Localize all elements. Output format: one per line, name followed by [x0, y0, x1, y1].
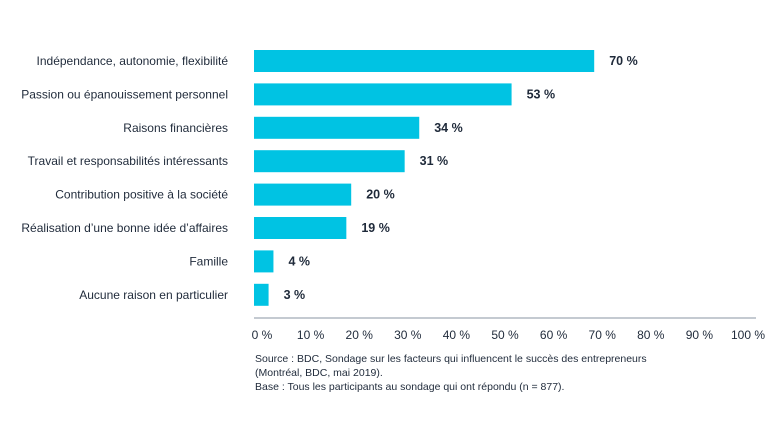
- data-label: 70 %: [609, 54, 638, 68]
- x-axis: 0 % 10 % 20 % 30 % 40 % 50 % 60 % 70 % 80 % 90 % 1…: [252, 317, 765, 342]
- base-line: Base : Tous les participants au sondage …: [255, 381, 565, 393]
- tick-label: 40 %: [443, 328, 471, 342]
- tick-label: 90 %: [686, 328, 714, 342]
- bars-layer: Indépendance, autonomie, flexibilité 70 %…: [21, 50, 638, 306]
- data-label: 19 %: [361, 221, 390, 235]
- tick-label: 30 %: [394, 328, 422, 342]
- category-label: Famille: [189, 254, 228, 268]
- tick-label: 0 %: [252, 328, 273, 342]
- data-label: 4 %: [288, 254, 310, 268]
- category-label: Contribution positive à la société: [55, 188, 228, 202]
- bar: [254, 83, 512, 106]
- tick-label: 60 %: [540, 328, 568, 342]
- category-label: Indépendance, autonomie, flexibilité: [37, 54, 229, 68]
- bar: [254, 116, 420, 139]
- bar: [254, 283, 269, 306]
- bar: [254, 150, 405, 173]
- category-label: Aucune raison en particulier: [79, 288, 228, 302]
- data-label: 20 %: [366, 188, 395, 202]
- bar: [254, 250, 274, 273]
- category-label: Raisons financières: [123, 121, 228, 135]
- bar: [254, 217, 347, 239]
- tick-label: 50 %: [491, 328, 519, 342]
- source-line-1: Source : BDC, Sondage sur les facteurs q…: [255, 353, 647, 365]
- data-label: 3 %: [284, 288, 306, 302]
- tick-label: 20 %: [346, 328, 374, 342]
- tick-label: 10 %: [297, 328, 325, 342]
- source-line-2: (Montréal, BDC, mai 2019).: [255, 367, 383, 379]
- bar: [254, 50, 595, 72]
- data-label: 53 %: [527, 87, 556, 101]
- category-label: Passion ou épanouissement personnel: [21, 87, 228, 101]
- category-label: Réalisation d’une bonne idée d’affaires: [21, 221, 228, 235]
- category-label: Travail et responsabilités intéressants: [28, 154, 228, 168]
- data-label: 34 %: [434, 121, 463, 135]
- bar: [254, 183, 352, 206]
- tick-label: 70 %: [589, 328, 617, 342]
- tick-label: 80 %: [637, 328, 665, 342]
- source-note: Source : BDC, Sondage sur les facteurs q…: [255, 352, 755, 394]
- tick-label: 100 %: [731, 328, 765, 342]
- data-label: 31 %: [420, 154, 449, 168]
